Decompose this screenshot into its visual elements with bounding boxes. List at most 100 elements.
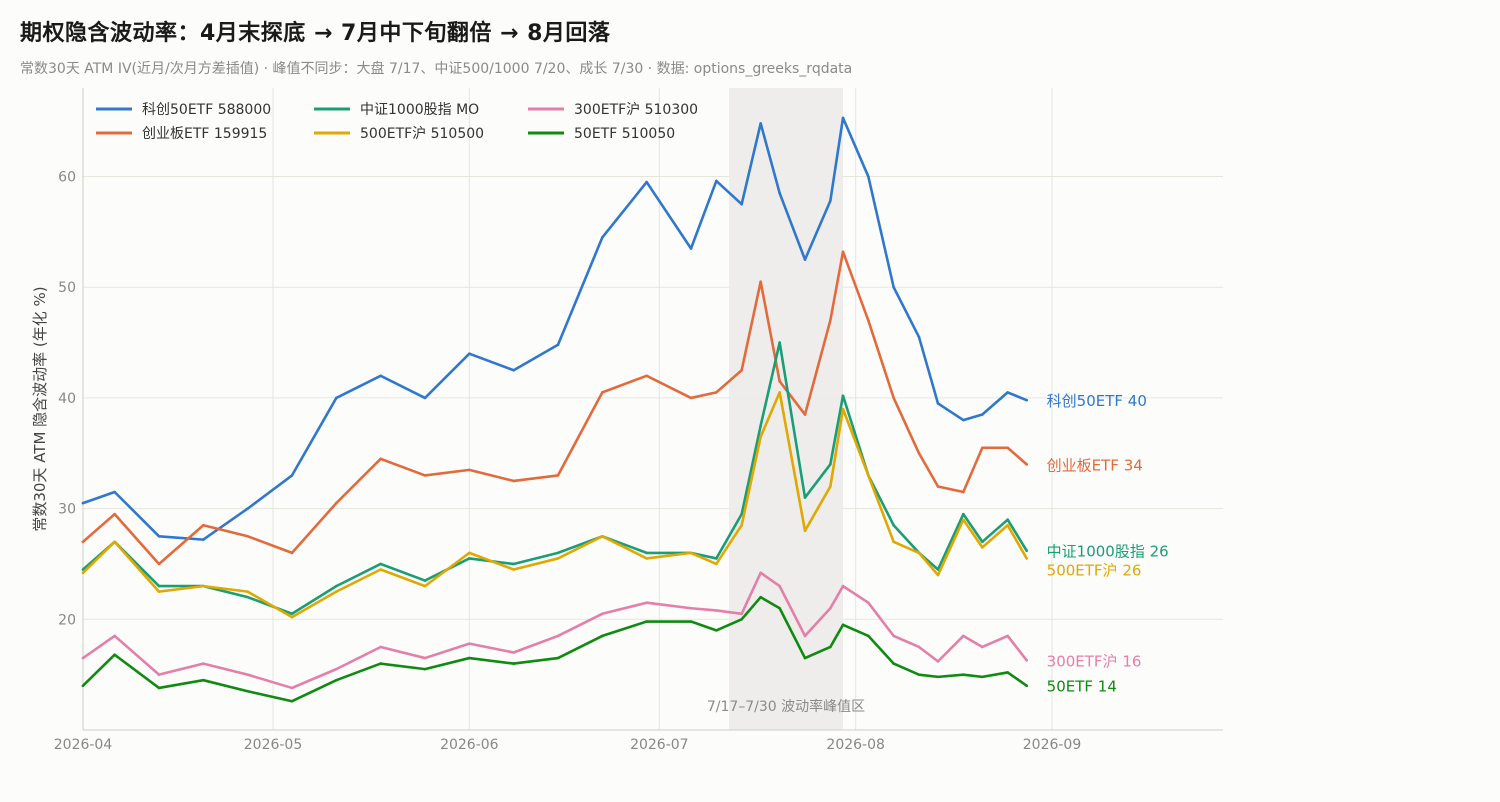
data-point xyxy=(512,662,515,665)
data-point xyxy=(113,512,116,516)
data-point xyxy=(689,620,693,623)
data-point xyxy=(1006,523,1009,527)
data-point xyxy=(335,501,338,505)
data-point xyxy=(841,250,845,254)
data-point xyxy=(917,551,921,555)
legend-entry: 科创50ETF 588000 xyxy=(142,102,271,118)
data-point xyxy=(1006,446,1009,450)
y-tick-label: 40 xyxy=(58,391,76,407)
data-point xyxy=(423,584,427,588)
data-point xyxy=(246,590,249,593)
data-point xyxy=(867,175,870,178)
data-point xyxy=(759,424,762,427)
series-end-label: 300ETF沪 16 xyxy=(1047,652,1142,670)
series-end-label: 创业板ETF 34 xyxy=(1047,456,1143,474)
data-point xyxy=(379,568,382,571)
data-point xyxy=(1025,557,1028,560)
data-point xyxy=(740,618,743,621)
data-point xyxy=(81,656,85,660)
data-point xyxy=(867,601,870,605)
data-point xyxy=(113,653,116,657)
data-point xyxy=(715,557,718,560)
data-point xyxy=(803,258,807,261)
data-point xyxy=(157,562,161,566)
data-point xyxy=(803,634,807,638)
data-point xyxy=(917,673,921,676)
y-axis-title: 常数30天 ATM 隐含波动率 (年化 %) xyxy=(31,286,49,531)
data-point xyxy=(290,699,294,703)
series-line xyxy=(81,595,1028,703)
data-point xyxy=(829,645,832,649)
data-point xyxy=(1006,671,1009,674)
legend-entry: 500ETF沪 510500 xyxy=(360,126,484,142)
data-point xyxy=(113,490,116,494)
y-tick-label: 20 xyxy=(58,612,76,628)
data-point xyxy=(157,534,161,538)
data-point xyxy=(468,551,471,555)
data-point xyxy=(423,656,427,660)
data-point xyxy=(689,396,693,400)
legend-entry: 创业板ETF 159915 xyxy=(142,126,267,142)
data-point xyxy=(829,606,832,610)
data-point xyxy=(556,343,560,347)
data-point xyxy=(715,609,718,612)
data-point xyxy=(1025,658,1028,662)
data-point xyxy=(962,673,965,676)
series-end-label: 50ETF 14 xyxy=(1047,678,1117,696)
x-tick-label: 2026-05 xyxy=(244,737,303,753)
data-point xyxy=(157,590,161,593)
data-point xyxy=(246,507,249,510)
data-point xyxy=(290,612,294,616)
data-point xyxy=(778,391,781,394)
data-point xyxy=(829,199,832,203)
x-tick-label: 2026-09 xyxy=(1023,737,1082,753)
data-point xyxy=(892,285,895,289)
data-point xyxy=(556,634,560,638)
data-point xyxy=(715,391,718,394)
data-point xyxy=(841,584,845,588)
data-point xyxy=(512,479,515,483)
data-point xyxy=(81,684,85,688)
data-point xyxy=(246,534,249,538)
data-point xyxy=(981,675,984,679)
data-point xyxy=(423,667,427,671)
data-point xyxy=(379,374,382,378)
data-point xyxy=(740,368,743,372)
data-point xyxy=(917,645,921,649)
data-point xyxy=(740,523,743,527)
data-point xyxy=(202,538,205,541)
series-line xyxy=(81,391,1028,619)
series-end-label: 中证1000股指 26 xyxy=(1047,543,1169,561)
data-point xyxy=(867,319,870,322)
data-point xyxy=(601,534,604,538)
data-point xyxy=(715,562,718,566)
data-point xyxy=(892,396,895,400)
chart-subtitle: 常数30天 ATM IV(近月/次月方差插值) · 峰值不同步：大盘 7/17、… xyxy=(20,61,853,77)
data-point xyxy=(829,463,832,466)
data-point xyxy=(645,601,648,605)
data-point xyxy=(892,523,895,527)
data-point xyxy=(981,446,984,450)
data-point xyxy=(379,562,382,566)
data-point xyxy=(81,501,85,505)
x-tick-label: 2026-04 xyxy=(54,737,113,753)
data-point xyxy=(1006,518,1009,521)
data-point xyxy=(202,662,205,665)
data-point xyxy=(335,396,338,400)
data-point xyxy=(829,319,832,322)
data-point xyxy=(157,686,161,690)
y-tick-label: 30 xyxy=(58,502,76,518)
data-point xyxy=(1025,684,1028,688)
data-point xyxy=(202,678,205,682)
data-point xyxy=(335,678,338,682)
data-point xyxy=(601,236,604,239)
data-point xyxy=(715,179,718,183)
data-point xyxy=(202,584,205,588)
data-point xyxy=(379,662,382,665)
data-point xyxy=(512,651,515,654)
data-point xyxy=(423,579,427,582)
data-point xyxy=(740,512,743,516)
data-point xyxy=(556,656,560,660)
data-point xyxy=(740,202,743,206)
